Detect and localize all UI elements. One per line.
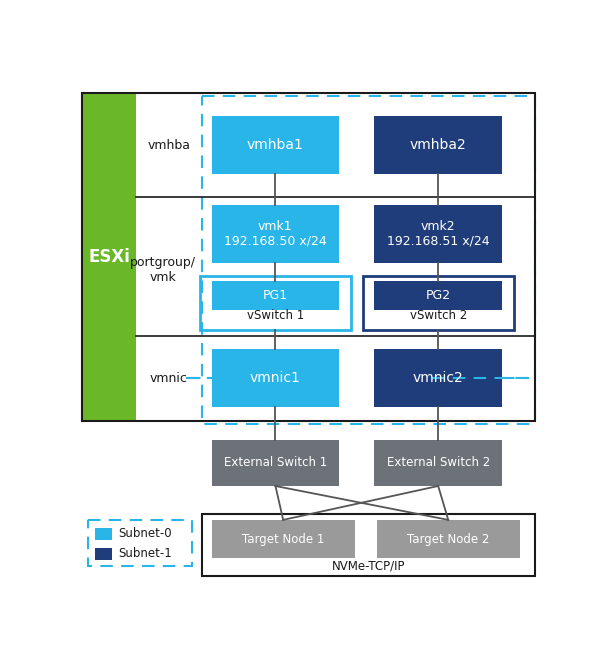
Bar (211, 281, 339, 310)
Bar (376, 520, 520, 558)
Text: vmhba: vmhba (148, 139, 191, 152)
Text: External Switch 1: External Switch 1 (224, 456, 327, 469)
Bar (375, 440, 502, 486)
Bar (82, 93, 137, 420)
Bar (200, 276, 351, 330)
Text: PG1: PG1 (263, 289, 288, 303)
Text: vmnic: vmnic (150, 371, 188, 385)
Bar (375, 281, 502, 310)
Text: vmhba2: vmhba2 (410, 138, 467, 152)
Text: vmk2
192.168.51 x/24: vmk2 192.168.51 x/24 (387, 220, 489, 248)
Text: portgroup/
vmk: portgroup/ vmk (130, 256, 195, 285)
Bar (211, 205, 339, 263)
Text: PG2: PG2 (426, 289, 451, 303)
Bar (211, 520, 355, 558)
Bar (202, 97, 535, 424)
Bar (211, 117, 339, 174)
Bar (211, 349, 339, 406)
Bar (95, 528, 112, 540)
Text: vSwitch 1: vSwitch 1 (247, 309, 305, 322)
Bar (82, 93, 535, 420)
Text: Target Node 1: Target Node 1 (242, 533, 324, 545)
Bar (211, 440, 339, 486)
Text: ESXi: ESXi (88, 248, 130, 266)
Text: Subnet-1: Subnet-1 (118, 547, 172, 560)
Text: Subnet-0: Subnet-0 (118, 527, 172, 540)
Bar (375, 117, 502, 174)
Text: vmhba1: vmhba1 (247, 138, 304, 152)
Bar (375, 349, 502, 406)
Text: vmk1
192.168.50 x/24: vmk1 192.168.50 x/24 (224, 220, 327, 248)
Text: vmnic1: vmnic1 (250, 371, 301, 385)
Bar (87, 520, 192, 566)
Bar (202, 514, 535, 576)
Text: vmnic2: vmnic2 (413, 371, 464, 385)
Text: NVMe-TCP/IP: NVMe-TCP/IP (332, 559, 405, 573)
Bar (362, 276, 514, 330)
Text: vSwitch 2: vSwitch 2 (410, 309, 467, 322)
Text: Target Node 2: Target Node 2 (407, 533, 489, 545)
Bar (375, 205, 502, 263)
Bar (95, 547, 112, 560)
Text: External Switch 2: External Switch 2 (387, 456, 490, 469)
